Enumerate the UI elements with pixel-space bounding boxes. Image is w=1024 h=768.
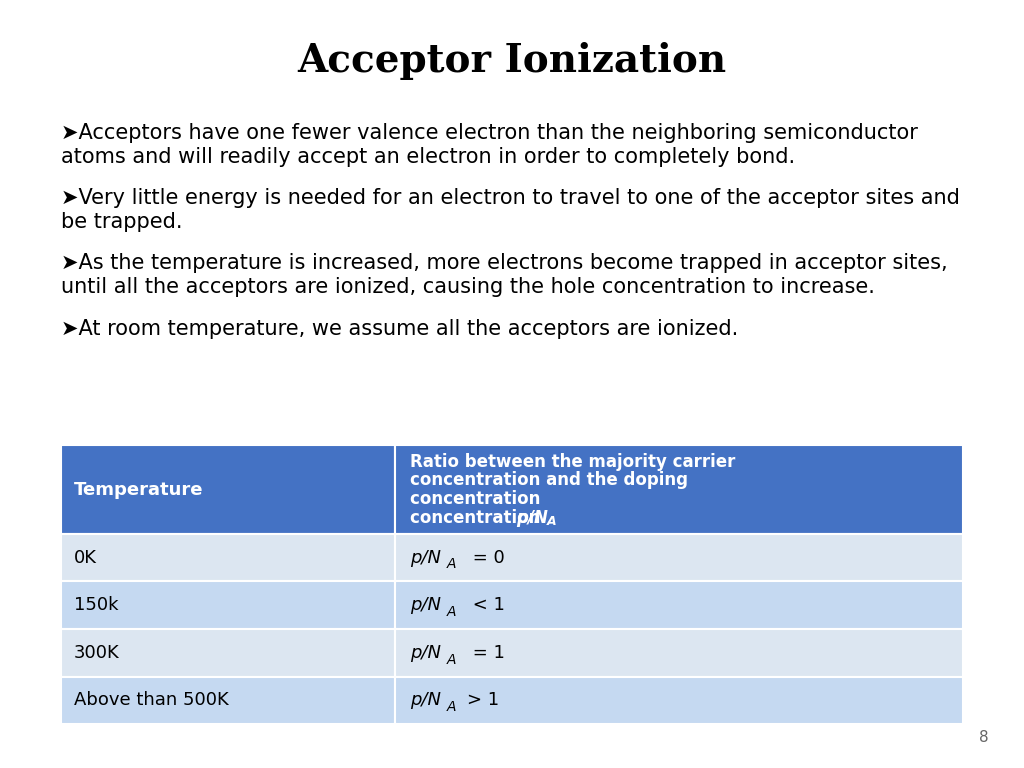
Text: > 1: > 1 <box>467 691 499 710</box>
Text: A: A <box>447 558 457 571</box>
Text: A: A <box>547 515 556 528</box>
Bar <box>395 677 963 724</box>
Text: Temperature: Temperature <box>74 481 203 498</box>
Text: ➤As the temperature is increased, more electrons become trapped in acceptor site: ➤As the temperature is increased, more e… <box>61 253 948 297</box>
Text: ➤At room temperature, we assume all the acceptors are ionized.: ➤At room temperature, we assume all the … <box>61 319 738 339</box>
Text: = 0: = 0 <box>467 548 504 567</box>
Text: Above than 500K: Above than 500K <box>74 691 228 710</box>
Bar <box>61 581 395 629</box>
Text: A: A <box>447 605 457 619</box>
Text: 150k: 150k <box>74 596 118 614</box>
Bar <box>395 629 963 677</box>
Text: p/N: p/N <box>411 596 441 614</box>
Bar <box>61 445 395 534</box>
Text: concentration: concentration <box>411 490 547 508</box>
Bar <box>61 677 395 724</box>
Text: 8: 8 <box>979 730 988 745</box>
Text: A: A <box>447 700 457 714</box>
Text: A: A <box>447 653 457 667</box>
Bar <box>395 445 963 534</box>
Text: = 1: = 1 <box>467 644 505 662</box>
Bar <box>61 629 395 677</box>
Text: 0K: 0K <box>74 548 96 567</box>
Text: ➤Very little energy is needed for an electron to travel to one of the acceptor s: ➤Very little energy is needed for an ele… <box>61 188 961 232</box>
Text: < 1: < 1 <box>467 596 505 614</box>
Text: ➤Acceptors have one fewer valence electron than the neighboring semiconductor
at: ➤Acceptors have one fewer valence electr… <box>61 123 919 167</box>
Bar <box>395 581 963 629</box>
Text: p/N: p/N <box>411 644 441 662</box>
Text: Ratio between the majority carrier: Ratio between the majority carrier <box>411 452 735 471</box>
Bar <box>395 534 963 581</box>
Bar <box>61 534 395 581</box>
Text: concentration: concentration <box>411 509 547 527</box>
Text: p/N: p/N <box>411 548 441 567</box>
Text: concentration and the doping: concentration and the doping <box>411 472 688 489</box>
Text: p/N: p/N <box>411 691 441 710</box>
Text: 300K: 300K <box>74 644 120 662</box>
Text: p/N: p/N <box>516 509 548 527</box>
Text: Acceptor Ionization: Acceptor Ionization <box>297 42 727 80</box>
